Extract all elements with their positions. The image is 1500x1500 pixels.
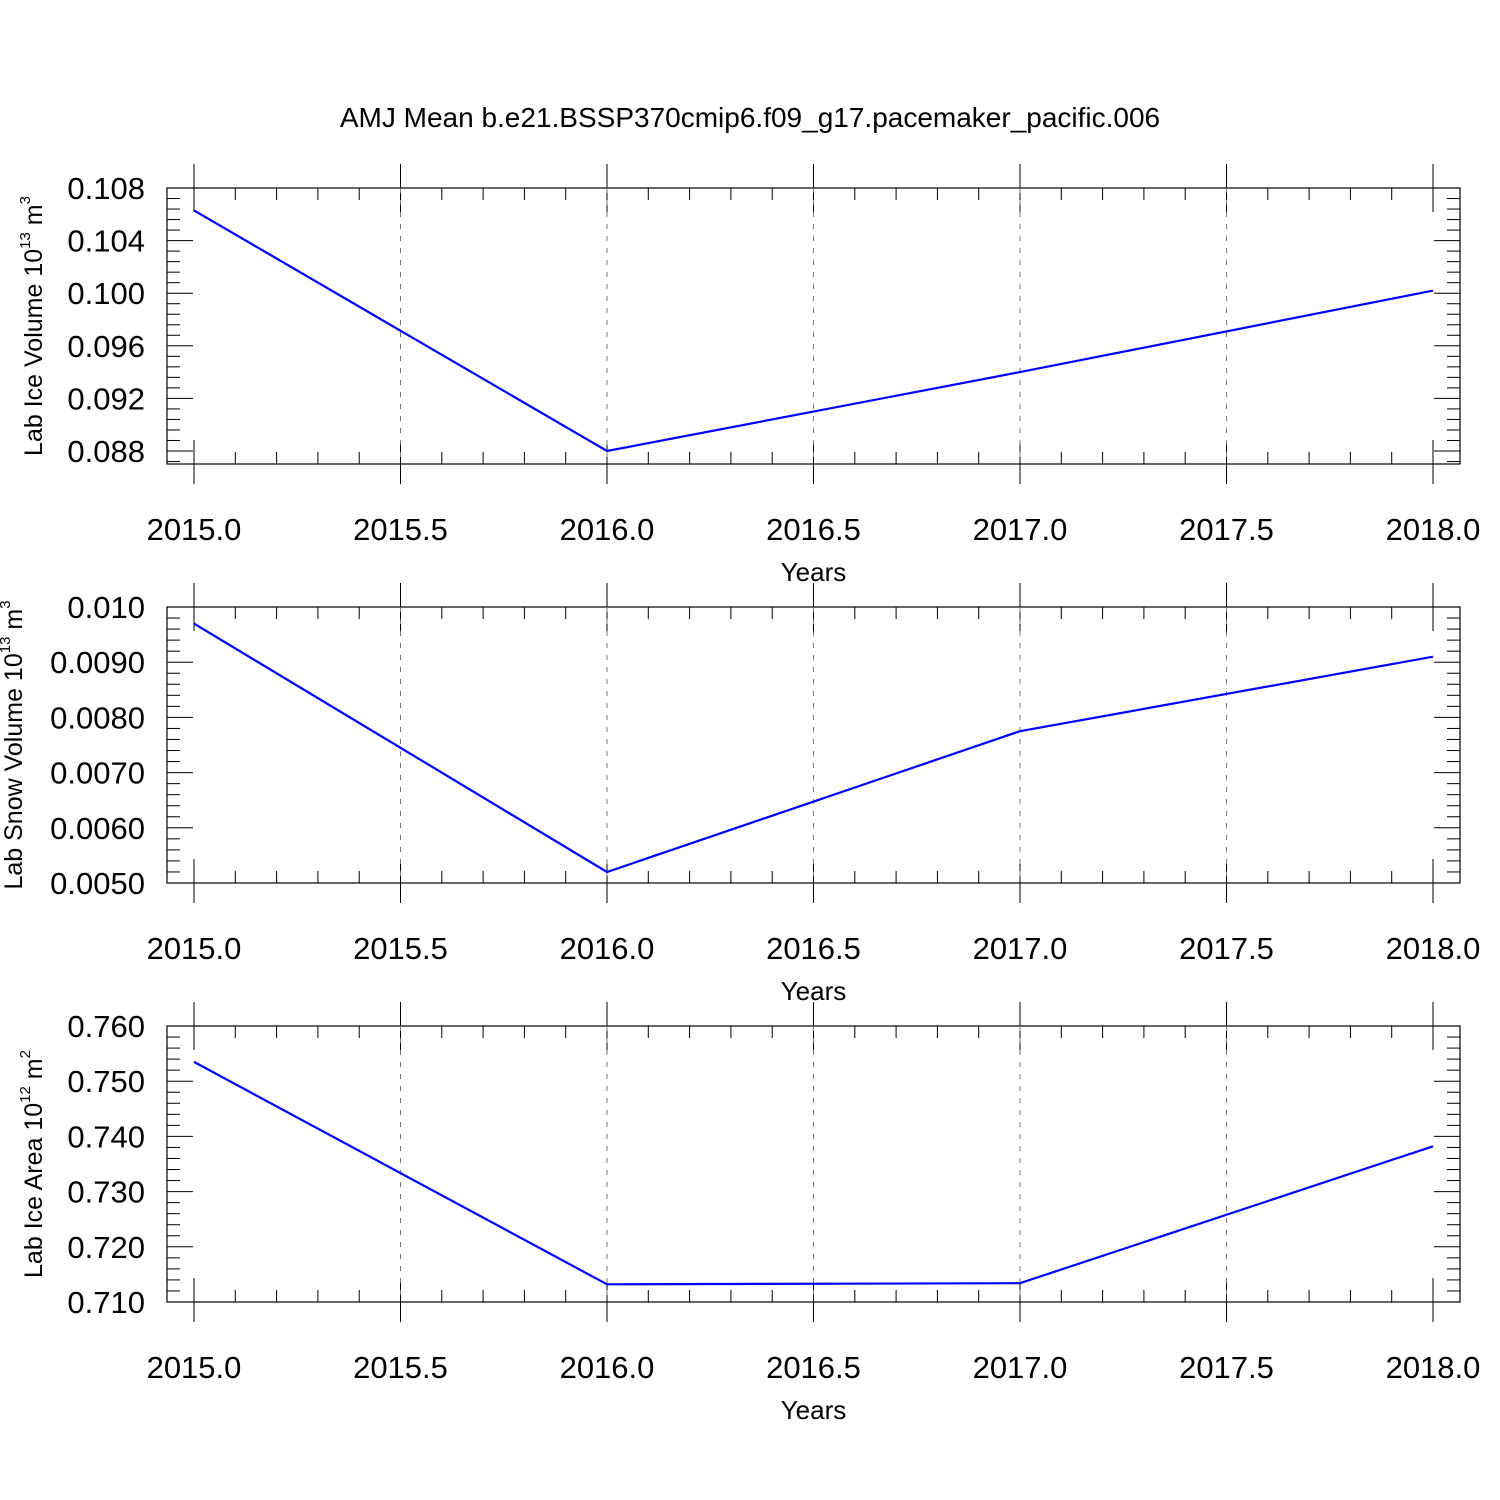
y-tick-label: 0.730 — [67, 1175, 145, 1210]
x-tick-label: 2018.0 — [1386, 512, 1481, 547]
x-tick-label: 2016.5 — [766, 1350, 861, 1385]
series-line — [193, 1060, 1434, 1286]
series-line — [193, 209, 1434, 453]
panel-3: 2015.0 2015.5 2016.0 2016.5 2017.0 2017.5 2018… — [17, 1002, 1480, 1425]
y-axis-label: Lab Ice Volume 1013 m3 — [17, 196, 48, 456]
y-tick-label: 0.0070 — [50, 756, 145, 791]
x-tick-label: 2017.5 — [1179, 1350, 1274, 1385]
chart-title: AMJ Mean b.e21.BSSP370cmip6.f09_g17.pace… — [340, 102, 1160, 133]
x-axis-label: Years — [781, 557, 847, 587]
x-tick-label: 2015.0 — [147, 512, 242, 547]
x-tick-label: 2016.5 — [766, 931, 861, 966]
x-tick-label: 2017.0 — [973, 512, 1068, 547]
plot-frame — [166, 187, 1461, 465]
x-tick-label: 2018.0 — [1386, 931, 1481, 966]
y-tick-label: 0.720 — [67, 1230, 145, 1265]
x-tick-label: 2016.0 — [560, 1350, 655, 1385]
y-tick-label: 0.100 — [67, 276, 145, 311]
x-tick-label: 2016.0 — [560, 931, 655, 966]
y-axis-label: Lab Snow Volume 1013 m3 — [0, 600, 28, 889]
y-axis-label: Lab Ice Area 1012 m2 — [17, 1050, 48, 1278]
x-axis-label: Years — [781, 976, 847, 1006]
y-tick-label: 0.0090 — [50, 645, 145, 680]
x-tick-label: 2015.0 — [147, 931, 242, 966]
plot-frame — [166, 1025, 1461, 1303]
y-tick-label: 0.710 — [67, 1285, 145, 1320]
y-tick-label: 0.0060 — [50, 811, 145, 846]
y-tick-label: 0.0080 — [50, 700, 145, 735]
y-tick-label: 0.740 — [67, 1119, 145, 1154]
series-line — [193, 622, 1434, 874]
x-tick-label: 2017.0 — [973, 1350, 1068, 1385]
x-tick-label: 2017.5 — [1179, 512, 1274, 547]
y-tick-label: 0.104 — [67, 224, 145, 259]
x-tick-label: 2018.0 — [1386, 1350, 1481, 1385]
panel-1: 2015.0 2015.5 2016.0 2016.5 2017.0 2017.5 2018… — [17, 164, 1480, 587]
y-tick-label: 0.108 — [67, 171, 145, 206]
x-tick-label: 2015.5 — [353, 512, 448, 547]
x-tick-label: 2016.0 — [560, 512, 655, 547]
y-tick-label: 0.750 — [67, 1064, 145, 1099]
y-tick-label: 0.096 — [67, 329, 145, 364]
x-axis-label: Years — [781, 1395, 847, 1425]
x-tick-label: 2015.0 — [147, 1350, 242, 1385]
y-tick-label: 0.760 — [67, 1009, 145, 1044]
y-tick-label: 0.010 — [67, 590, 145, 625]
x-tick-label: 2017.5 — [1179, 931, 1274, 966]
panel-2: 2015.0 2015.5 2016.0 2016.5 2017.0 2017.5 2018… — [0, 583, 1480, 1006]
plot-frame — [166, 606, 1461, 884]
x-tick-label: 2015.5 — [353, 931, 448, 966]
x-tick-label: 2017.0 — [973, 931, 1068, 966]
x-tick-label: 2016.5 — [766, 512, 861, 547]
y-tick-label: 0.092 — [67, 381, 145, 416]
y-tick-label: 0.088 — [67, 434, 145, 469]
x-tick-label: 2015.5 — [353, 1350, 448, 1385]
y-tick-label: 0.0050 — [50, 866, 145, 901]
